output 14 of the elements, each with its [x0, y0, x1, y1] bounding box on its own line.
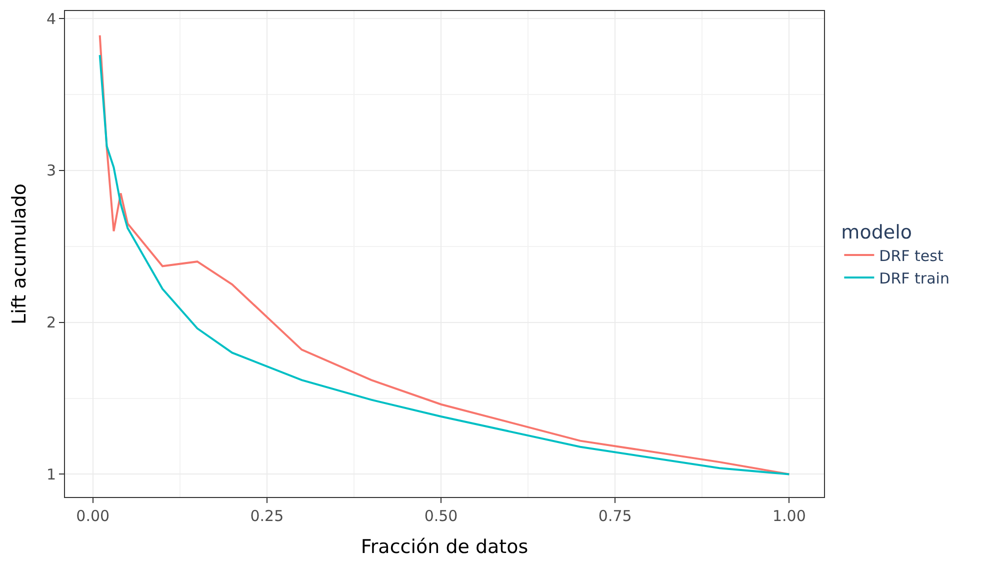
x-axis-title: Fracción de datos: [360, 536, 528, 558]
legend-title: modelo: [841, 222, 912, 244]
y-axis-title: Lift acumulado: [8, 184, 30, 324]
x-tick-label: 0.50: [424, 507, 458, 525]
y-tick-label: 2: [46, 314, 56, 332]
x-tick-label: 0.75: [598, 507, 632, 525]
y-tick-label: 1: [46, 465, 56, 484]
x-tick-label: 0.00: [76, 507, 110, 525]
y-tick-label: 4: [46, 10, 56, 28]
y-tick-label: 3: [46, 162, 56, 180]
legend-label: DRF train: [879, 269, 950, 288]
x-tick-label: 1.00: [772, 507, 806, 525]
legend-label: DRF test: [879, 246, 944, 265]
x-tick-label: 0.25: [250, 507, 284, 525]
